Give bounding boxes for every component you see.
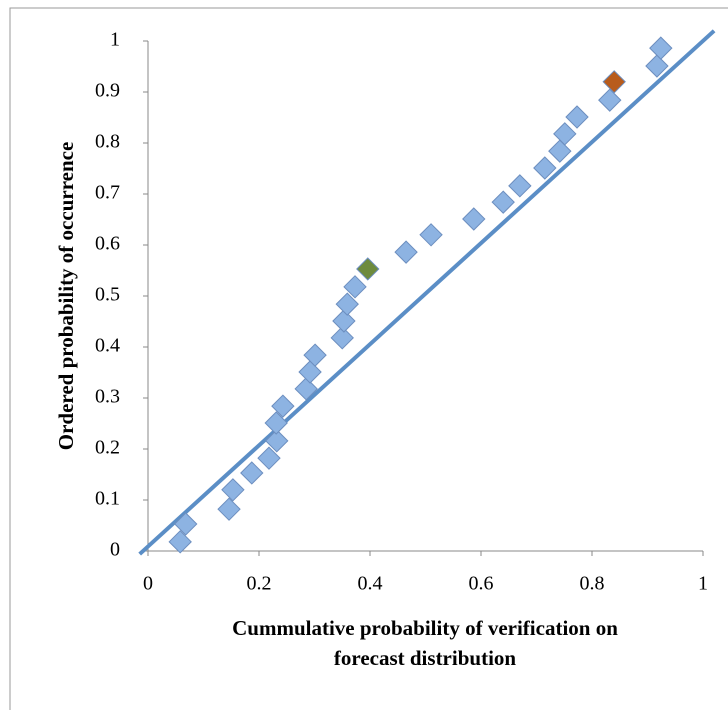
y-tick-label: 0.4 <box>95 335 120 357</box>
y-axis-title: Ordered probability of occurrence <box>54 142 78 451</box>
x-tick-label: 1 <box>698 573 708 595</box>
point <box>303 343 327 367</box>
point <box>598 88 622 112</box>
point <box>271 394 295 418</box>
point <box>508 174 532 198</box>
point <box>221 478 245 502</box>
x-tick-label: 0 <box>143 573 153 595</box>
point <box>645 54 669 78</box>
y-tick-label: 1 <box>110 29 120 51</box>
y-tick-label: 0.5 <box>95 284 120 306</box>
point <box>533 156 557 180</box>
point <box>602 70 626 94</box>
point <box>294 377 318 401</box>
x-tick-label: 0.2 <box>247 573 272 595</box>
point <box>394 240 418 264</box>
point <box>419 223 443 247</box>
point <box>565 105 589 129</box>
chart-frame <box>9 7 728 710</box>
y-tick-label: 0.2 <box>95 437 120 459</box>
point <box>264 411 288 435</box>
y-tick-label: 0.8 <box>95 131 120 153</box>
reference-line <box>138 29 716 556</box>
y-tick-label: 0.7 <box>95 182 120 204</box>
point <box>553 122 577 146</box>
point <box>265 429 289 453</box>
point <box>298 360 322 384</box>
point <box>217 497 241 521</box>
point <box>332 309 356 333</box>
y-tick-label: 0.3 <box>95 386 120 408</box>
point <box>240 461 264 485</box>
point <box>174 512 198 536</box>
y-tick-label: 0.9 <box>95 80 120 102</box>
x-tick-label: 0.4 <box>358 573 383 595</box>
point <box>335 292 359 316</box>
point <box>491 190 515 214</box>
point <box>649 36 673 60</box>
y-tick-label: 0.6 <box>95 233 120 255</box>
point <box>356 257 380 281</box>
point <box>168 530 192 554</box>
x-axis-title: Cummulative probability of verification … <box>232 616 618 640</box>
point <box>257 446 281 470</box>
point <box>343 275 367 299</box>
point <box>330 326 354 350</box>
x-axis-title: forecast distribution <box>334 646 517 670</box>
x-tick-label: 0.6 <box>469 573 494 595</box>
y-tick-label: 0 <box>110 539 120 561</box>
x-tick-label: 0.8 <box>580 573 605 595</box>
point <box>462 207 486 231</box>
y-tick-label: 0.1 <box>95 488 120 510</box>
point <box>548 139 572 163</box>
